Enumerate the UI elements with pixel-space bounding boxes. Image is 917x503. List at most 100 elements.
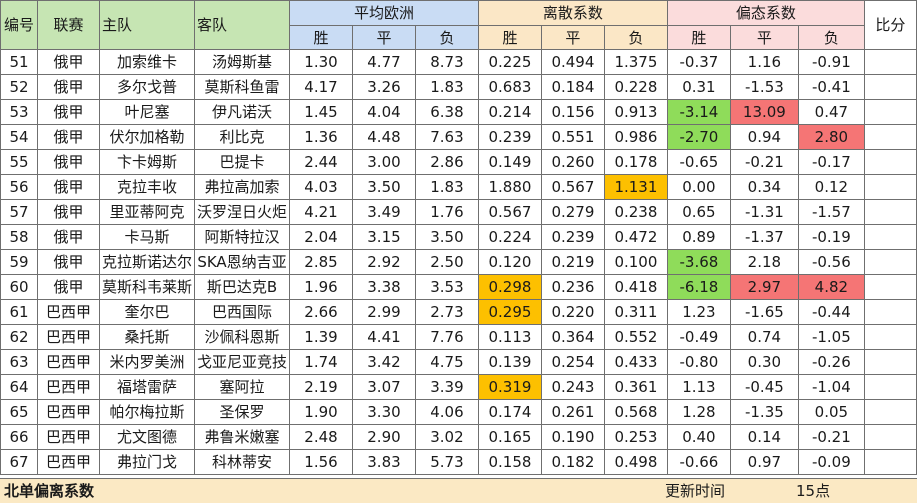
cell-score bbox=[863, 399, 917, 425]
cell-disp-draw: 0.567 bbox=[540, 174, 605, 200]
cell-odds-draw: 4.41 bbox=[351, 324, 416, 350]
cell-league: 巴西甲 bbox=[36, 299, 100, 325]
table-row: 59 俄甲 克拉斯诺达尔 SKA恩纳吉亚 2.85 2.92 2.50 0.120 0.219 0… bbox=[0, 249, 917, 275]
cell-score bbox=[863, 424, 917, 450]
table-row: 56 俄甲 克拉丰收 弗拉高加索 4.03 3.50 1.83 1.880 0.567 1.131… bbox=[0, 174, 917, 200]
cell-odds-draw: 2.90 bbox=[351, 424, 416, 450]
table-row: 55 俄甲 卞卡姆斯 巴提卡 2.44 3.00 2.86 0.149 0.260 0.178 -0… bbox=[0, 149, 917, 175]
table-row: 65 巴西甲 帕尔梅拉斯 圣保罗 1.90 3.30 4.06 0.174 0.261 0.568… bbox=[0, 399, 917, 425]
cell-home: 奎尔巴 bbox=[98, 299, 195, 325]
cell-away: 巴西国际 bbox=[193, 299, 291, 325]
cell-odds-win: 2.85 bbox=[289, 249, 353, 275]
header-bias-win: 胜 bbox=[666, 25, 731, 50]
cell-disp-loss: 0.100 bbox=[603, 249, 668, 275]
header-id: 编号 bbox=[0, 0, 38, 50]
cell-bias-draw: 0.34 bbox=[729, 174, 799, 200]
cell-away: 沃罗涅日火炬 bbox=[193, 199, 291, 225]
cell-bias-loss: 4.82 bbox=[797, 274, 865, 300]
cell-id: 67 bbox=[0, 449, 38, 475]
cell-id: 60 bbox=[0, 274, 38, 300]
cell-score bbox=[863, 249, 917, 275]
cell-score bbox=[863, 274, 917, 300]
header-avg-odds: 平均欧洲 bbox=[289, 0, 479, 26]
cell-home: 加索维卡 bbox=[98, 49, 195, 75]
header-away: 客队 bbox=[193, 0, 291, 50]
cell-home: 卞卡姆斯 bbox=[98, 149, 195, 175]
cell-bias-draw: -0.21 bbox=[729, 149, 799, 175]
cell-bias-loss: -0.41 bbox=[797, 74, 865, 100]
cell-odds-win: 1.39 bbox=[289, 324, 353, 350]
cell-away: 巴提卡 bbox=[193, 149, 291, 175]
table-row: 64 巴西甲 福塔雷萨 塞阿拉 2.19 3.07 3.39 0.319 0.243 0.361 1… bbox=[0, 374, 917, 400]
cell-bias-win: -6.18 bbox=[666, 274, 731, 300]
table-row: 53 俄甲 叶尼塞 伊凡诺沃 1.45 4.04 6.38 0.214 0.156 0.913 -3… bbox=[0, 99, 917, 125]
cell-id: 59 bbox=[0, 249, 38, 275]
cell-disp-win: 0.113 bbox=[477, 324, 542, 350]
table-row: 61 巴西甲 奎尔巴 巴西国际 2.66 2.99 2.73 0.295 0.220 0.311 1… bbox=[0, 299, 917, 325]
cell-league: 俄甲 bbox=[36, 249, 100, 275]
cell-odds-loss: 2.73 bbox=[414, 299, 479, 325]
cell-id: 54 bbox=[0, 124, 38, 150]
cell-home: 米内罗美洲 bbox=[98, 349, 195, 375]
cell-disp-win: 1.880 bbox=[477, 174, 542, 200]
cell-bias-draw: 0.14 bbox=[729, 424, 799, 450]
cell-disp-draw: 0.236 bbox=[540, 274, 605, 300]
cell-score bbox=[863, 374, 917, 400]
cell-bias-draw: 13.09 bbox=[729, 99, 799, 125]
cell-score bbox=[863, 74, 917, 100]
cell-away: 利比克 bbox=[193, 124, 291, 150]
cell-bias-loss: -0.91 bbox=[797, 49, 865, 75]
cell-disp-loss: 0.418 bbox=[603, 274, 668, 300]
cell-disp-win: 0.120 bbox=[477, 249, 542, 275]
cell-odds-draw: 3.49 bbox=[351, 199, 416, 225]
cell-away: 科林蒂安 bbox=[193, 449, 291, 475]
cell-id: 51 bbox=[0, 49, 38, 75]
header-score: 比分 bbox=[863, 0, 917, 50]
cell-odds-loss: 4.06 bbox=[414, 399, 479, 425]
cell-disp-win: 0.567 bbox=[477, 199, 542, 225]
cell-id: 57 bbox=[0, 199, 38, 225]
cell-league: 俄甲 bbox=[36, 74, 100, 100]
cell-disp-draw: 0.182 bbox=[540, 449, 605, 475]
cell-home: 福塔雷萨 bbox=[98, 374, 195, 400]
cell-id: 53 bbox=[0, 99, 38, 125]
cell-bias-draw: -1.31 bbox=[729, 199, 799, 225]
cell-bias-draw: -0.45 bbox=[729, 374, 799, 400]
cell-home: 尤文图德 bbox=[98, 424, 195, 450]
cell-odds-loss: 3.02 bbox=[414, 424, 479, 450]
header-odds-loss: 负 bbox=[414, 25, 479, 50]
cell-odds-draw: 4.77 bbox=[351, 49, 416, 75]
cell-odds-draw: 3.15 bbox=[351, 224, 416, 250]
cell-id: 66 bbox=[0, 424, 38, 450]
cell-disp-loss: 0.568 bbox=[603, 399, 668, 425]
cell-disp-loss: 0.433 bbox=[603, 349, 668, 375]
cell-odds-draw: 3.42 bbox=[351, 349, 416, 375]
cell-disp-win: 0.224 bbox=[477, 224, 542, 250]
cell-home: 帕尔梅拉斯 bbox=[98, 399, 195, 425]
cell-league: 巴西甲 bbox=[36, 424, 100, 450]
cell-bias-win: 0.00 bbox=[666, 174, 731, 200]
table-row: 66 巴西甲 尤文图德 弗鲁米嫩塞 2.48 2.90 3.02 0.165 0.190 0.25… bbox=[0, 424, 917, 450]
cell-home: 叶尼塞 bbox=[98, 99, 195, 125]
cell-disp-loss: 0.238 bbox=[603, 199, 668, 225]
cell-home: 卡马斯 bbox=[98, 224, 195, 250]
cell-odds-loss: 6.38 bbox=[414, 99, 479, 125]
cell-disp-win: 0.174 bbox=[477, 399, 542, 425]
cell-odds-loss: 8.73 bbox=[414, 49, 479, 75]
cell-bias-draw: 2.97 bbox=[729, 274, 799, 300]
table-row: 62 巴西甲 桑托斯 沙佩科恩斯 1.39 4.41 7.76 0.113 0.364 0.552… bbox=[0, 324, 917, 350]
cell-odds-win: 1.74 bbox=[289, 349, 353, 375]
update-time-value: 15点 bbox=[796, 482, 831, 500]
cell-odds-draw: 3.50 bbox=[351, 174, 416, 200]
cell-bias-draw: 0.97 bbox=[729, 449, 799, 475]
header-dispersion: 离散系数 bbox=[477, 0, 668, 26]
header-disp-draw: 平 bbox=[540, 25, 605, 50]
header-odds-draw: 平 bbox=[351, 25, 416, 50]
cell-league: 巴西甲 bbox=[36, 324, 100, 350]
cell-home: 多尔戈普 bbox=[98, 74, 195, 100]
cell-odds-draw: 2.92 bbox=[351, 249, 416, 275]
cell-away: SKA恩纳吉亚 bbox=[193, 249, 291, 275]
cell-league: 巴西甲 bbox=[36, 374, 100, 400]
cell-bias-loss: -1.05 bbox=[797, 324, 865, 350]
cell-odds-loss: 7.76 bbox=[414, 324, 479, 350]
